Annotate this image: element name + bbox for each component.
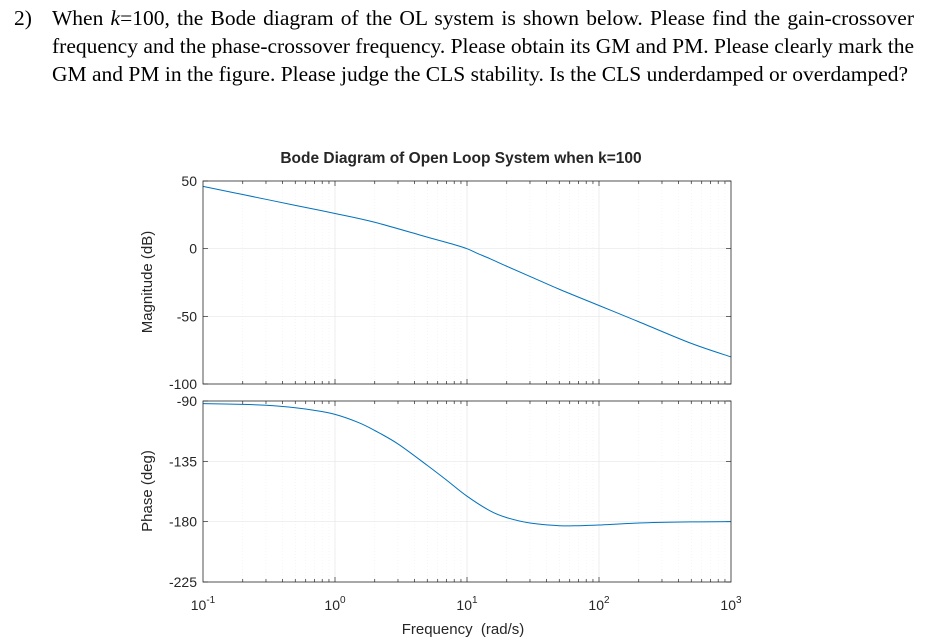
- y-tick-label: -100: [169, 376, 197, 392]
- phase-ylabel: Phase (deg): [139, 450, 156, 532]
- x-tick-labels: 10-1 100 101 102 103: [191, 595, 742, 613]
- phase-y-tick-labels: -225 -180 -135 -90: [169, 393, 197, 590]
- x-tick-label: 102: [588, 595, 610, 613]
- question-text-rest: =100, the Bode diagram of the OL system …: [52, 6, 914, 86]
- phase-axes: -225 -180 -135 -90 Phase (deg): [139, 393, 732, 590]
- y-tick-label: -50: [177, 308, 197, 324]
- phase-grid: [203, 401, 731, 582]
- y-tick-label: -135: [169, 453, 197, 469]
- y-tick-label: -90: [177, 393, 197, 409]
- x-tick-label: 10-1: [191, 595, 216, 613]
- question-text: When k=100, the Bode diagram of the OL s…: [52, 4, 914, 88]
- question-block: 2) When k=100, the Bode diagram of the O…: [14, 4, 914, 88]
- x-tick-label: 103: [720, 595, 742, 613]
- x-tick-label: 100: [324, 595, 346, 613]
- y-tick-label: 50: [181, 173, 197, 189]
- magnitude-y-tick-labels: -100 -50 0 50: [169, 173, 197, 392]
- x-tick-label: 101: [456, 595, 478, 613]
- y-tick-label: 0: [189, 241, 197, 257]
- question-variable: k: [110, 6, 121, 30]
- magnitude-axes: -100 -50 0 50 Magnitude (dB): [139, 173, 732, 392]
- y-tick-label: -180: [169, 514, 197, 530]
- question-text-start: When: [52, 6, 111, 30]
- magnitude-ylabel: Magnitude (dB): [139, 231, 156, 334]
- question-number: 2): [14, 6, 32, 30]
- magnitude-grid: [203, 181, 731, 384]
- magnitude-series-line: [202, 185, 732, 358]
- phase-series-line: [202, 403, 732, 527]
- chart-xlabel: Frequency (rad/s): [402, 621, 525, 638]
- y-tick-label: -225: [169, 574, 197, 590]
- chart-title: Bode Diagram of Open Loop System when k=…: [280, 150, 641, 167]
